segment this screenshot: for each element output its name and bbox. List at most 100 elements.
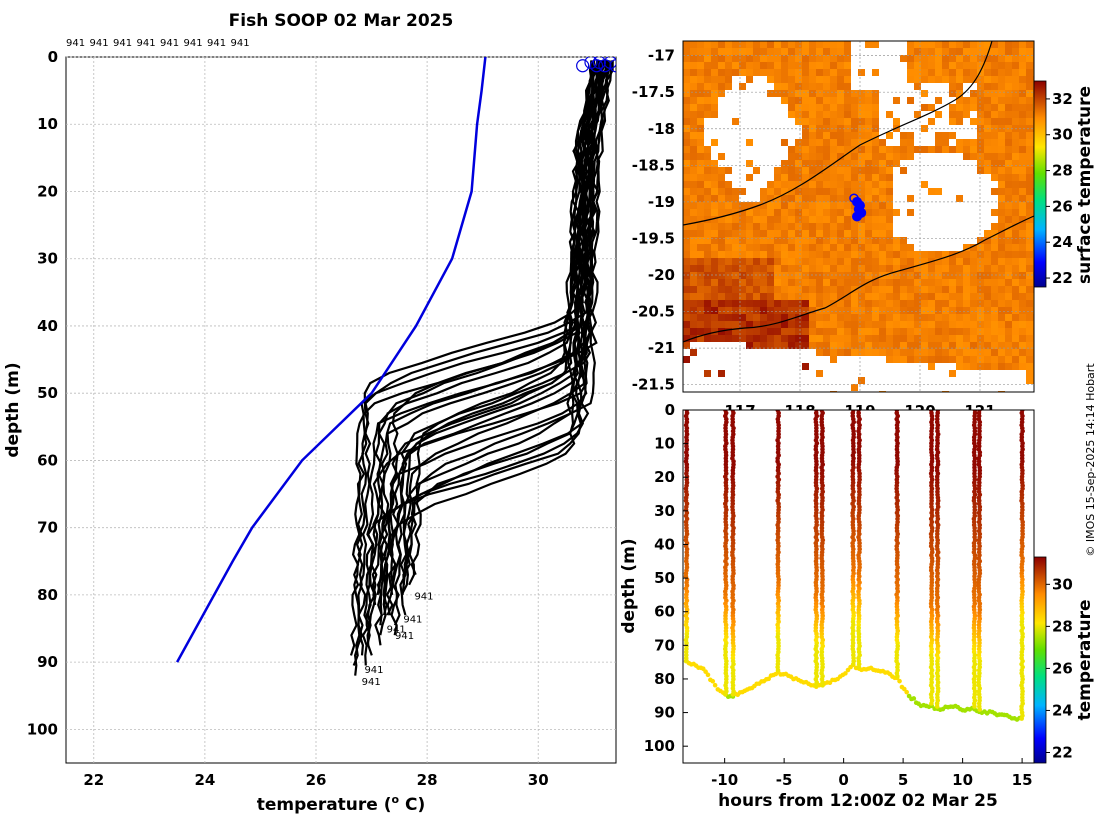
- sst-cell: [802, 265, 809, 272]
- sst-cell: [963, 342, 970, 349]
- sst-cell: [753, 237, 760, 244]
- sst-cell: [886, 111, 893, 118]
- sst-cell: [746, 41, 753, 48]
- sst-cell: [879, 328, 886, 335]
- sst-cell: [830, 90, 837, 97]
- section-colorbar-label: temperature: [1075, 599, 1095, 720]
- sst-cell: [795, 153, 802, 160]
- sst-cell: [711, 293, 718, 300]
- sst-cell: [991, 321, 998, 328]
- sst-cell: [991, 167, 998, 174]
- sst-cell: [865, 188, 872, 195]
- sst-cell: [774, 251, 781, 258]
- section-y-tick-label: 10: [654, 435, 675, 453]
- xbt-profile-line: [361, 60, 604, 666]
- sst-cell: [781, 286, 788, 293]
- sst-cell: [872, 286, 879, 293]
- sst-cell: [788, 293, 795, 300]
- sst-cell: [711, 160, 718, 167]
- sst-cell: [851, 90, 858, 97]
- sst-cell: [907, 321, 914, 328]
- sst-cell: [1012, 181, 1019, 188]
- sst-cell: [697, 146, 704, 153]
- sst-cell: [872, 146, 879, 153]
- sst-cell: [690, 209, 697, 216]
- sst-cell: [1005, 251, 1012, 258]
- sst-cell: [690, 230, 697, 237]
- sst-cell: [1012, 202, 1019, 209]
- sst-cell: [900, 265, 907, 272]
- sst-cell: [837, 279, 844, 286]
- sst-cell: [711, 90, 718, 97]
- sst-cell: [914, 307, 921, 314]
- sst-cell: [711, 237, 718, 244]
- sst-cell: [718, 307, 725, 314]
- sst-cell: [935, 321, 942, 328]
- sst-cell: [977, 104, 984, 111]
- sst-cell: [1012, 97, 1019, 104]
- sst-cell: [739, 286, 746, 293]
- sst-cell: [963, 55, 970, 62]
- sst-cell: [746, 307, 753, 314]
- sst-cell: [1012, 153, 1019, 160]
- sst-cell: [970, 118, 977, 125]
- sst-cell: [858, 237, 865, 244]
- sst-cell: [998, 279, 1005, 286]
- sst-cell: [816, 69, 823, 76]
- sst-cell: [984, 41, 991, 48]
- sst-cell: [1019, 300, 1026, 307]
- sst-cell: [767, 244, 774, 251]
- sst-cell: [956, 328, 963, 335]
- sst-cell: [823, 279, 830, 286]
- sst-cell: [1012, 328, 1019, 335]
- sst-cell: [851, 111, 858, 118]
- sst-cell: [802, 272, 809, 279]
- sst-cell: [795, 272, 802, 279]
- sst-cell: [879, 195, 886, 202]
- sst-cell: [886, 202, 893, 209]
- sst-cell: [753, 258, 760, 265]
- sst-cell: [795, 195, 802, 202]
- sst-cell: [928, 55, 935, 62]
- sst-cell: [711, 76, 718, 83]
- sst-cell: [1019, 230, 1026, 237]
- sst-cell: [725, 335, 732, 342]
- sst-cell: [963, 279, 970, 286]
- sst-cell: [942, 279, 949, 286]
- sst-cell: [1026, 279, 1033, 286]
- sst-cell: [1026, 62, 1033, 69]
- sst-cell: [704, 48, 711, 55]
- sst-cell: [697, 314, 704, 321]
- sst-cell: [872, 195, 879, 202]
- sst-cell: [718, 76, 725, 83]
- sst-cell: [732, 230, 739, 237]
- sst-cell: [753, 62, 760, 69]
- sst-cell: [781, 335, 788, 342]
- section-x-tick-label: 5: [898, 771, 908, 789]
- sst-cell: [907, 132, 914, 139]
- sst-cell: [858, 321, 865, 328]
- sst-cell: [865, 230, 872, 237]
- sst-cell: [949, 272, 956, 279]
- sst-cell: [1005, 300, 1012, 307]
- sst-cell: [1019, 328, 1026, 335]
- sst-cell: [893, 349, 900, 356]
- sst-cell: [1019, 83, 1026, 90]
- sst-cell: [816, 237, 823, 244]
- sst-cell: [788, 307, 795, 314]
- sst-cell: [746, 139, 753, 146]
- sst-cell: [704, 202, 711, 209]
- section-colorbar-tick-label: 22: [1052, 743, 1073, 761]
- sst-cell: [1026, 370, 1033, 377]
- sst-cell: [823, 272, 830, 279]
- section-points: [683, 410, 1025, 722]
- sst-cell: [774, 69, 781, 76]
- sst-cell: [998, 258, 1005, 265]
- sst-cell: [802, 223, 809, 230]
- xbt-profile-line: [402, 60, 608, 585]
- sst-cell: [753, 286, 760, 293]
- sst-cell: [921, 293, 928, 300]
- sst-cell: [795, 251, 802, 258]
- sst-cell: [984, 62, 991, 69]
- sst-cell: [725, 62, 732, 69]
